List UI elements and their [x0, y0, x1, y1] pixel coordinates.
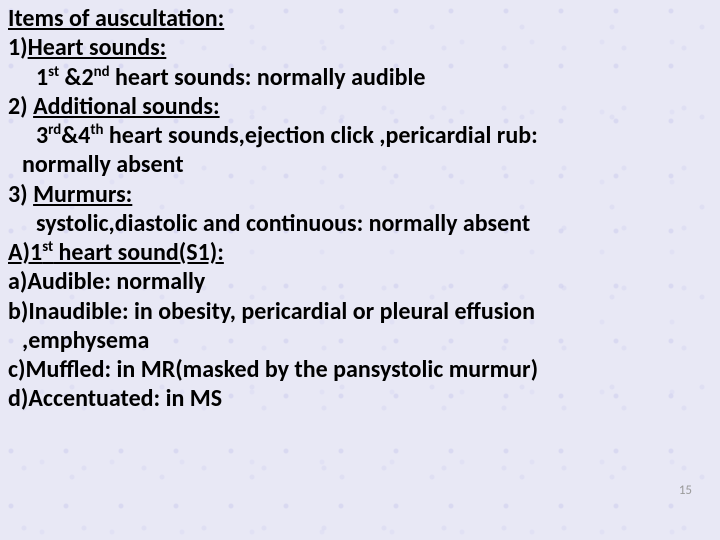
frag: A)1	[8, 238, 42, 267]
title-text: Items of auscultation:	[8, 4, 224, 33]
item-3-detail: systolic,diastolic and continuous: norma…	[8, 209, 712, 238]
frag: 3	[36, 121, 48, 150]
sup-rd: rd	[48, 120, 61, 138]
item-1-prefix: 1)	[8, 33, 28, 62]
item-3-text: Murmurs:	[33, 180, 132, 209]
title-line: Items of auscultation:	[8, 4, 712, 33]
sub-c: c)Muffled: in MR(masked by the pansystol…	[8, 355, 712, 384]
frag: &4	[61, 121, 90, 150]
sub-b: b)Inaudible: in obesity, pericardial or …	[8, 297, 712, 326]
frag: heart sounds,ejection click ,pericardial…	[103, 121, 537, 150]
item-2-text: Additional sounds:	[33, 92, 220, 121]
frag: 1	[36, 63, 48, 92]
item-2-detail-b: normally absent	[8, 150, 712, 179]
page-number: 15	[679, 483, 692, 498]
frag: heart sounds: normally audible	[110, 63, 426, 92]
item-2-heading: 2) Additional sounds:	[8, 92, 712, 121]
item-1-detail: 1st &2nd heart sounds: normally audible	[8, 63, 712, 92]
sup-st: st	[42, 237, 53, 255]
frag: heart sound(S1):	[53, 238, 224, 267]
frag: &2	[59, 63, 94, 92]
item-2-prefix: 2)	[8, 92, 33, 121]
sup-nd: nd	[94, 62, 110, 80]
item-A-underlined: A)1st heart sound(S1):	[8, 238, 224, 267]
slide-content: Items of auscultation: 1)Heart sounds: 1…	[0, 0, 720, 418]
item-1-heading: 1)Heart sounds:	[8, 33, 712, 62]
item-3-prefix: 3)	[8, 180, 33, 209]
sub-d: d)Accentuated: in MS	[8, 384, 712, 413]
sup-st: st	[48, 62, 59, 80]
sub-a: a)Audible: normally	[8, 267, 712, 296]
item-2-detail-a: 3rd&4th heart sounds,ejection click ,per…	[8, 121, 712, 150]
sub-b-cont: ,emphysema	[8, 326, 712, 355]
item-A-heading: A)1st heart sound(S1):	[8, 238, 712, 267]
item-3-heading: 3) Murmurs:	[8, 180, 712, 209]
item-1-text: Heart sounds:	[28, 33, 167, 62]
sup-th: th	[90, 120, 103, 138]
